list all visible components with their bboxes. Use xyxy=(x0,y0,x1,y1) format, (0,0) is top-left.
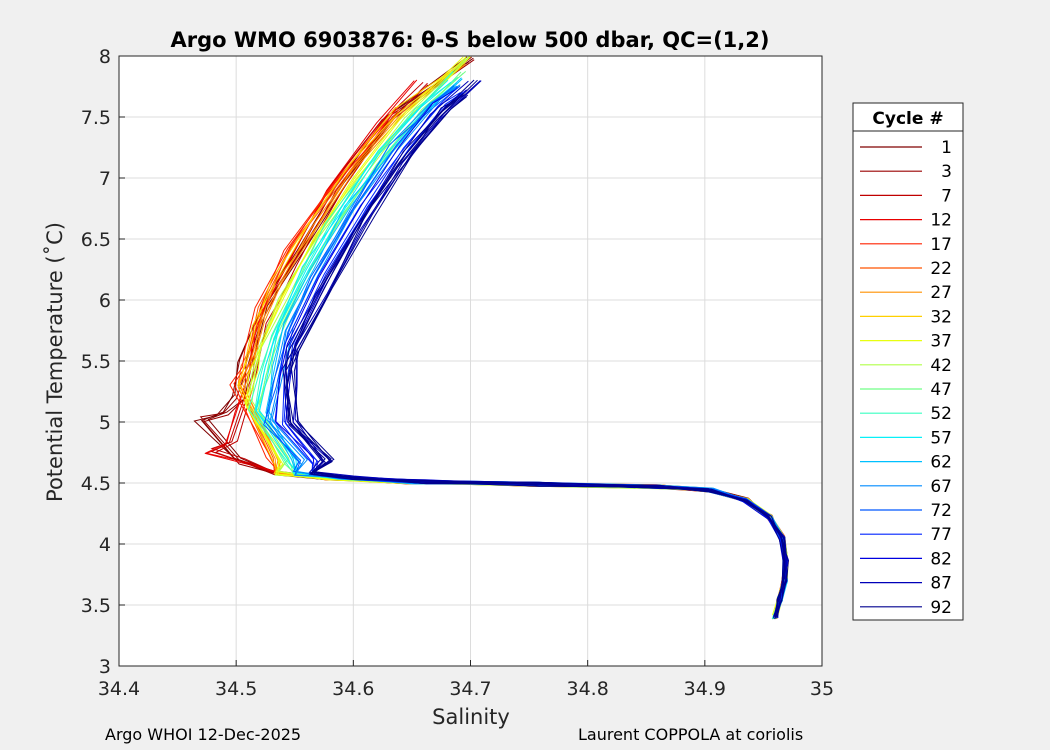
legend-title: Cycle # xyxy=(872,109,943,129)
legend-entry-label: 77 xyxy=(930,525,952,545)
legend-entry-label: 47 xyxy=(930,380,952,400)
y-tick-label: 7.5 xyxy=(81,107,111,129)
legend: Cycle # 13712172227323742475257626772778… xyxy=(852,102,964,621)
y-tick-label: 3.5 xyxy=(81,595,111,617)
x-tick-label: 34.8 xyxy=(567,678,609,700)
legend-entry-label: 12 xyxy=(930,211,952,231)
legend-entry-label: 3 xyxy=(941,162,952,182)
footer-right: Laurent COPPOLA at coriolis xyxy=(578,725,804,744)
x-tick-label: 35 xyxy=(810,678,834,700)
x-tick-label: 34.6 xyxy=(332,678,374,700)
y-tick-label: 3 xyxy=(99,656,111,678)
legend-entry-label: 92 xyxy=(930,598,952,618)
legend-entry-label: 52 xyxy=(930,404,952,424)
x-tick-label: 34.9 xyxy=(684,678,726,700)
legend-entry-label: 22 xyxy=(930,259,952,279)
legend-entry-label: 57 xyxy=(930,428,952,448)
legend-entry-label: 37 xyxy=(930,332,952,352)
legend-entry-label: 32 xyxy=(930,307,952,327)
y-tick-label: 8 xyxy=(99,46,111,68)
legend-entry-label: 62 xyxy=(930,453,952,473)
x-tick-label: 34.4 xyxy=(98,678,140,700)
legend-entry-label: 7 xyxy=(941,186,952,206)
legend-entry-label: 82 xyxy=(930,549,952,569)
legend-entry-label: 72 xyxy=(930,501,952,521)
y-tick-label: 4.5 xyxy=(81,473,111,495)
footer-left: Argo WHOI 12-Dec-2025 xyxy=(105,725,302,744)
legend-entry-label: 42 xyxy=(930,356,952,376)
profile-line-cycle-92 xyxy=(290,94,785,620)
x-tick-label: 34.5 xyxy=(215,678,257,700)
y-tick-label: 5.5 xyxy=(81,351,111,373)
legend-entry-label: 67 xyxy=(930,477,952,497)
legend-entry-label: 17 xyxy=(930,235,952,255)
legend-entry-label: 27 xyxy=(930,283,952,303)
y-tick-label: 6.5 xyxy=(81,229,111,251)
y-tick-label: 6 xyxy=(99,290,111,312)
y-tick-label: 4 xyxy=(99,534,111,556)
y-axis-label: Potential Temperature (˚C) xyxy=(43,222,67,502)
axis-ticks: 34.4 34.5 34.6 34.7 34.8 34.9 35 3 3.5 4 4.5 5 5.5 6 6… xyxy=(81,46,834,700)
x-tick-label: 34.7 xyxy=(449,678,491,700)
legend-entry-label: 1 xyxy=(941,138,952,158)
x-axis-label: Salinity xyxy=(432,705,510,729)
chart-title: Argo WMO 6903876: θ-S below 500 dbar, QC… xyxy=(171,28,770,52)
profile-curves xyxy=(193,55,790,620)
y-tick-label: 7 xyxy=(99,168,111,190)
y-tick-label: 5 xyxy=(99,412,111,434)
legend-entry-label: 87 xyxy=(930,574,952,594)
